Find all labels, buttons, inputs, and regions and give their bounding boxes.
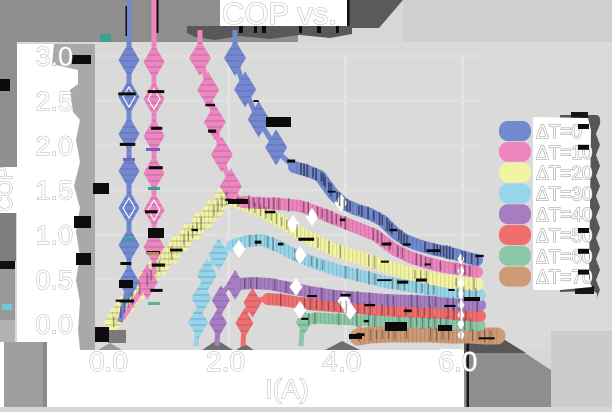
svg-text:2.0: 2.0 (206, 346, 245, 377)
svg-text:ΔT=20: ΔT=20 (536, 164, 593, 185)
svg-text:COP vs.: COP vs. (222, 0, 337, 31)
svg-text:3.0: 3.0 (35, 42, 73, 72)
svg-text:4.0: 4.0 (323, 346, 362, 377)
svg-text:0.5: 0.5 (35, 265, 73, 295)
svg-text:0.0: 0.0 (89, 346, 128, 377)
svg-text:2.0: 2.0 (35, 131, 73, 161)
svg-text:0.0: 0.0 (35, 310, 73, 340)
svg-text:COP: COP (0, 166, 17, 212)
svg-text:1.5: 1.5 (35, 176, 73, 206)
svg-text:2.5: 2.5 (35, 87, 73, 117)
svg-text:1.0: 1.0 (35, 220, 73, 250)
svg-text:ΔT=0: ΔT=0 (536, 122, 582, 143)
svg-text:I(A): I(A) (265, 374, 309, 404)
svg-text:6.0: 6.0 (439, 346, 478, 377)
svg-text:ΔT=30: ΔT=30 (536, 184, 593, 205)
svg-text:ΔT=40: ΔT=40 (536, 205, 593, 226)
